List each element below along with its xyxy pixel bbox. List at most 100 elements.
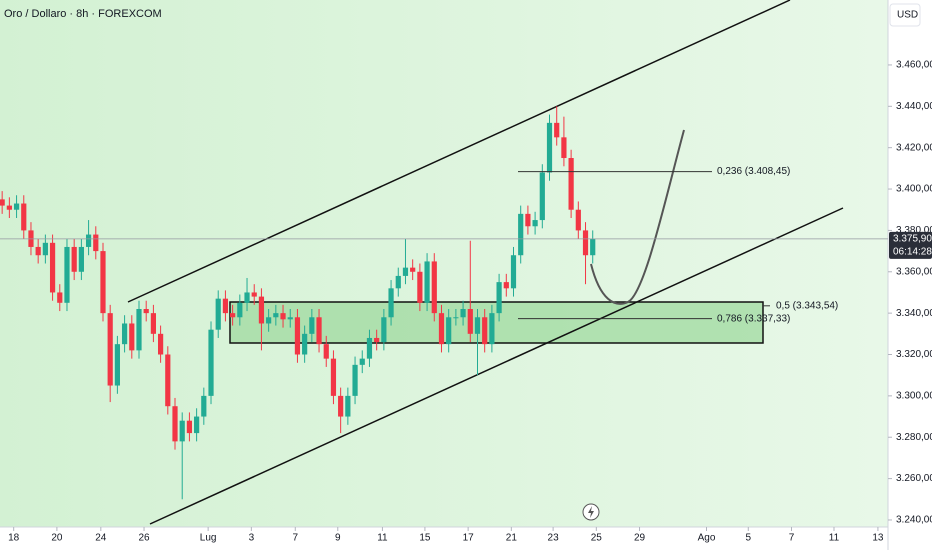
x-tick-label: 5 xyxy=(746,533,752,544)
price-axis xyxy=(888,0,932,550)
candle-body xyxy=(388,288,394,318)
y-tick-label: 3.340,00 xyxy=(896,308,932,319)
x-tick-label: 20 xyxy=(51,533,63,544)
candle-body xyxy=(518,213,524,256)
candle-body xyxy=(165,354,171,407)
candle-body xyxy=(13,203,20,210)
candle-body xyxy=(482,317,488,345)
candle-body xyxy=(546,122,553,173)
candle-body xyxy=(532,220,538,227)
candle-body xyxy=(64,246,70,303)
x-tick-label: 9 xyxy=(335,533,341,544)
candle-body xyxy=(222,298,229,314)
candle-body xyxy=(42,242,48,256)
candle-body xyxy=(114,344,120,386)
candle-body xyxy=(395,275,401,289)
channel-upper xyxy=(127,0,791,303)
y-tick-label: 3.440,00 xyxy=(896,101,932,112)
candle-body xyxy=(352,364,358,396)
candle-body xyxy=(496,282,502,314)
candle-body xyxy=(338,395,344,417)
candle-body xyxy=(309,317,315,334)
currency-box[interactable] xyxy=(889,3,921,27)
last-price-label: 3.375,90 xyxy=(893,234,932,245)
candle-body xyxy=(136,309,142,351)
candle-body xyxy=(582,230,589,256)
x-tick-label: 11 xyxy=(829,533,840,544)
candle-body xyxy=(107,313,113,386)
candle-body xyxy=(446,317,452,345)
candle-body xyxy=(460,309,466,318)
candle-body xyxy=(417,271,423,303)
x-tick-label: 7 xyxy=(292,533,298,544)
x-tick-label: 15 xyxy=(419,533,431,544)
y-tick-label: 3.300,00 xyxy=(896,391,932,402)
countdown: 06:14:28 xyxy=(893,247,932,258)
candle-body xyxy=(503,282,509,289)
candle-body xyxy=(323,344,329,359)
y-tick-label: 3.240,00 xyxy=(896,515,932,526)
candle-body xyxy=(251,292,257,297)
candle-body xyxy=(302,333,308,355)
time-axis xyxy=(0,527,888,550)
candle-body xyxy=(590,238,596,256)
candle-body xyxy=(35,246,41,256)
fib-label: 0,236 (3.408,45) xyxy=(717,166,790,177)
candle-body xyxy=(424,261,430,303)
projection-curve xyxy=(590,129,685,305)
candle-body xyxy=(554,122,560,138)
x-tick-label: 7 xyxy=(789,533,795,544)
event-icon-bolt xyxy=(588,506,594,518)
candle-body xyxy=(194,416,200,434)
candle-body xyxy=(561,137,567,159)
y-tick-label: 3.280,00 xyxy=(896,432,932,443)
x-tick-label: Ago xyxy=(698,533,716,544)
candle-body xyxy=(510,255,517,289)
candle-body xyxy=(266,317,272,324)
fib-label: 0,786 (3.337,33) xyxy=(717,313,790,324)
candle-body xyxy=(273,313,279,318)
x-tick-label: 13 xyxy=(872,533,884,544)
candle-body xyxy=(143,309,149,314)
candle-body xyxy=(474,317,481,334)
candle-body xyxy=(237,302,243,318)
candle-body xyxy=(316,317,322,345)
candle-body xyxy=(208,329,214,396)
candle-body xyxy=(129,323,135,351)
x-tick-label: 18 xyxy=(8,533,20,544)
fib-label: 0,5 (3.343,54) xyxy=(776,300,838,311)
candle-body xyxy=(186,420,193,434)
candle-body xyxy=(6,205,12,210)
x-tick-label: 25 xyxy=(591,533,603,544)
candle-body xyxy=(345,395,351,417)
candle-body xyxy=(179,420,185,442)
candle-body xyxy=(244,292,250,303)
candle-body xyxy=(21,203,27,231)
candle-body xyxy=(438,313,445,345)
y-tick-label: 3.380,00 xyxy=(896,225,932,236)
x-tick-label: 26 xyxy=(138,533,150,544)
x-tick-label: 23 xyxy=(548,533,560,544)
candle-body xyxy=(78,246,84,272)
y-tick-label: 3.400,00 xyxy=(896,184,932,195)
candle-body xyxy=(71,246,77,272)
marks xyxy=(0,106,596,500)
x-tick-label: 29 xyxy=(634,533,646,544)
candle-body xyxy=(431,261,437,314)
candle-body xyxy=(287,317,293,320)
candle-body xyxy=(402,267,409,276)
candle-body xyxy=(453,317,459,319)
y-tick-label: 3.320,00 xyxy=(896,349,932,360)
x-tick-label: Lug xyxy=(200,533,217,544)
candle-body xyxy=(525,213,531,227)
y-tick-label: 3.260,00 xyxy=(896,473,932,484)
candle-body xyxy=(85,234,92,247)
candle-body xyxy=(280,313,286,320)
candle-body xyxy=(172,406,178,442)
candle-body xyxy=(366,337,373,359)
candle-body xyxy=(0,199,5,206)
candle-body xyxy=(330,358,337,396)
x-tick-label: 17 xyxy=(463,533,475,544)
candle-body xyxy=(381,317,387,343)
